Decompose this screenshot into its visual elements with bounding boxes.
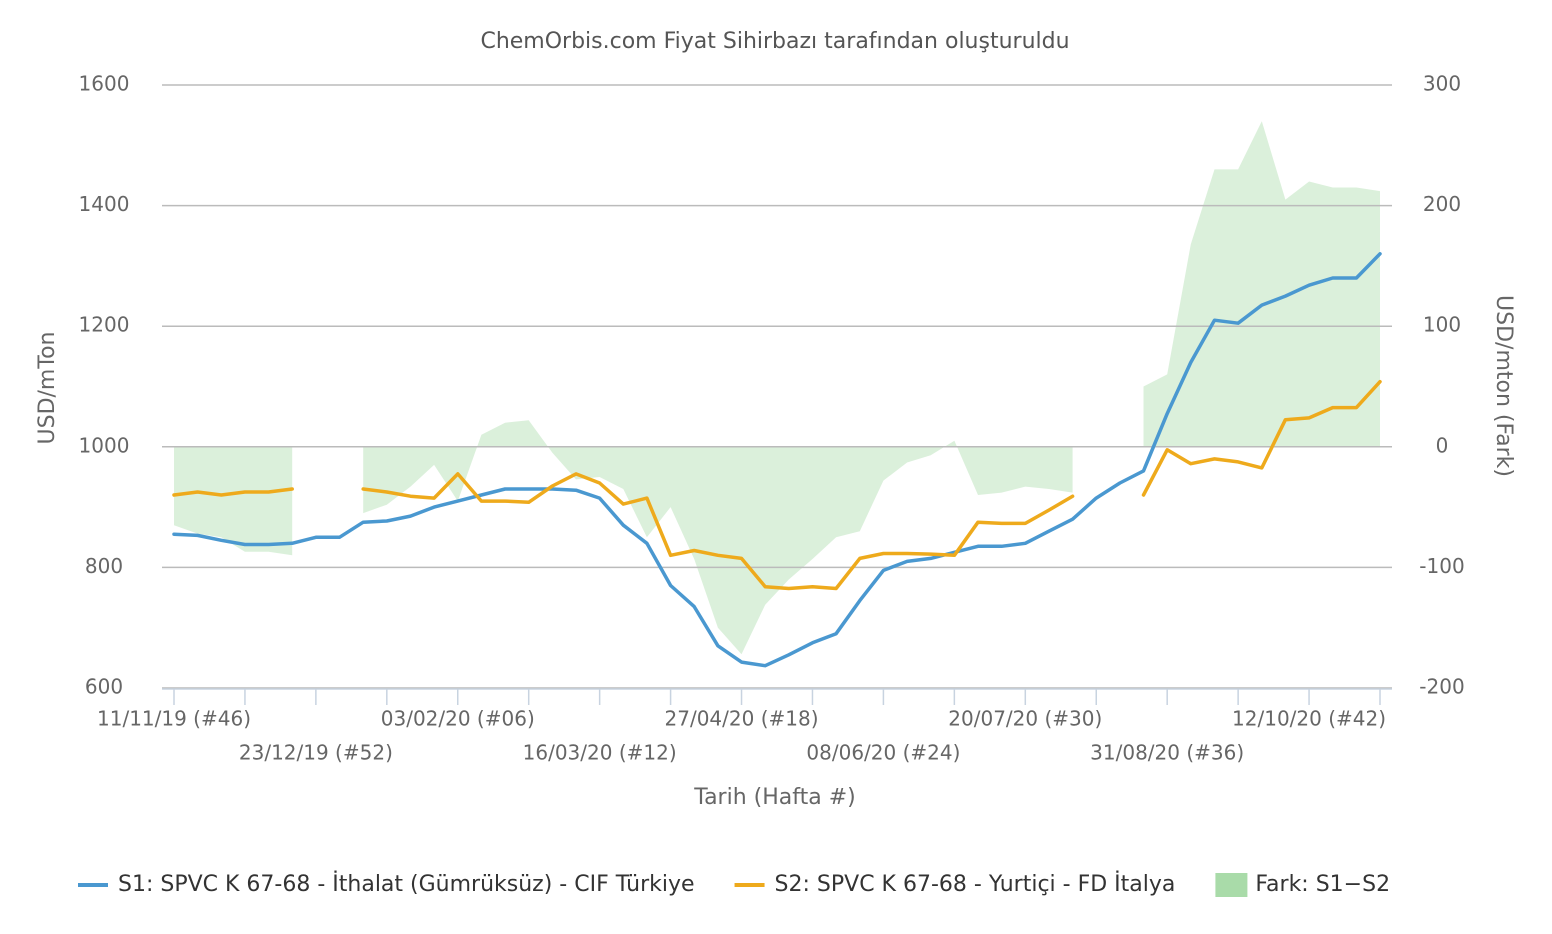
x-axis-label: Tarih (Hafta #): [693, 785, 855, 810]
y-tick-label: 1400: [79, 192, 130, 216]
x-tick-label: 20/07/20 (#30): [948, 707, 1102, 731]
x-tick-label: 16/03/20 (#12): [523, 741, 677, 765]
y2-tick-label: 300: [1423, 72, 1461, 96]
y-tick-label: 600: [85, 675, 123, 699]
x-tick-label: 12/10/20 (#42): [1232, 707, 1386, 731]
area-layer: [174, 121, 1380, 655]
line-layer: [172, 252, 1382, 668]
grid-layer: 600 800 1000 1200 1400 1600 -200 -100 0 100 200 300…: [79, 72, 1465, 765]
y-axis-label: USD/mTon: [35, 332, 60, 445]
legend-label: Fark: S1−S2: [1255, 872, 1390, 897]
y-tick-label: 1600: [79, 72, 130, 96]
legend-label: S1: SPVC K 67-68 - İthalat (Gümrüksüz) -…: [118, 871, 695, 897]
x-tick-label: 27/04/20 (#18): [665, 707, 819, 731]
y-tick-label: 800: [85, 554, 123, 578]
difference-area: [174, 121, 1380, 655]
y2-tick-label: 200: [1423, 192, 1461, 216]
y-tick-label: 1000: [79, 433, 130, 457]
y2-tick-label: 0: [1436, 433, 1449, 457]
x-tick-label: 23/12/19 (#52): [239, 741, 393, 765]
y2-tick-label: -100: [1419, 554, 1464, 578]
x-tick-label: 03/02/20 (#06): [381, 707, 535, 731]
legend: S1: SPVC K 67-68 - İthalat (Gümrüksüz) -…: [78, 871, 1390, 897]
x-tick-label: 08/06/20 (#24): [806, 741, 960, 765]
chart-title: ChemOrbis.com Fiyat Sihirbazı tarafından…: [480, 29, 1069, 54]
legend-swatch: [1215, 873, 1248, 897]
y-tick-label: 1200: [79, 313, 130, 337]
y2-tick-label: 100: [1423, 313, 1461, 337]
legend-label: S2: SPVC K 67-68 - Yurtiçi - FD İtalya: [775, 871, 1176, 897]
y2-tick-label: -200: [1419, 675, 1464, 699]
x-tick-label: 11/11/19 (#46): [97, 707, 251, 731]
y2-axis-label: USD/mton (Fark): [1491, 295, 1516, 477]
x-tick-label: 31/08/20 (#36): [1090, 741, 1244, 765]
series-line: [172, 252, 1382, 668]
series-line: [172, 379, 1382, 591]
